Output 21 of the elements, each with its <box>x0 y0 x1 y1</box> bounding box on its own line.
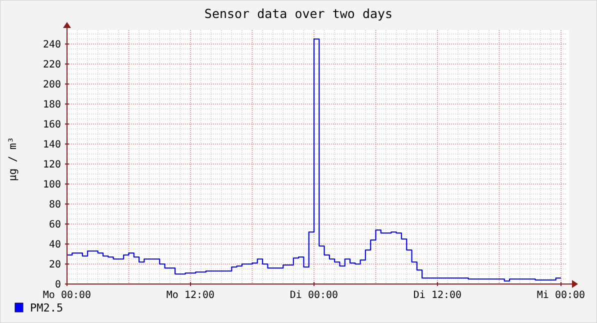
y-tick-label: 100 <box>42 180 61 190</box>
y-tick-label: 140 <box>42 140 61 150</box>
y-tick-label: 160 <box>42 120 61 130</box>
y-tick-label: 220 <box>42 60 61 70</box>
x-tick-label: Mi 00:00 <box>536 290 586 301</box>
y-tick-label: 20 <box>48 260 61 270</box>
y-tick-label: 200 <box>42 80 61 90</box>
legend-label: PM2.5 <box>30 302 64 314</box>
y-tick-label: 240 <box>42 40 61 50</box>
x-tick-label: Mo 12:00 <box>166 290 215 301</box>
y-tick-label: 60 <box>48 220 61 230</box>
y-tick-label: 80 <box>48 200 61 210</box>
y-axis-title: µg / m³ <box>7 136 19 182</box>
x-tick-label: Mo 00:00 <box>42 290 92 301</box>
x-tick-label: Di 00:00 <box>290 290 338 301</box>
x-tick-label: Di 12:00 <box>413 290 462 301</box>
chart-title: Sensor data over two days <box>204 6 393 21</box>
y-tick-label: 40 <box>48 240 61 250</box>
y-tick-label: 120 <box>42 160 61 170</box>
y-tick-label: 0 <box>54 280 61 290</box>
y-tick-label: 180 <box>42 100 61 110</box>
